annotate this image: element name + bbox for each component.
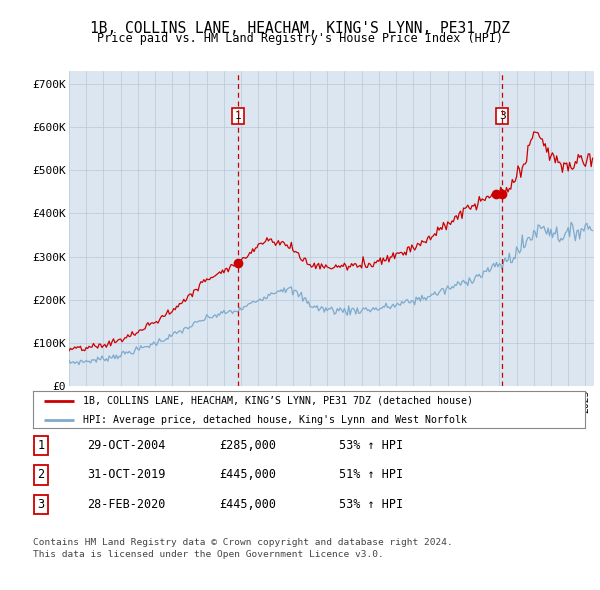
Text: 1B, COLLINS LANE, HEACHAM, KING'S LYNN, PE31 7DZ: 1B, COLLINS LANE, HEACHAM, KING'S LYNN, … bbox=[90, 21, 510, 35]
Text: Contains HM Land Registry data © Crown copyright and database right 2024.: Contains HM Land Registry data © Crown c… bbox=[33, 538, 453, 547]
Text: HPI: Average price, detached house, King's Lynn and West Norfolk: HPI: Average price, detached house, King… bbox=[83, 415, 467, 425]
Text: £285,000: £285,000 bbox=[219, 439, 276, 452]
Text: 3: 3 bbox=[499, 111, 506, 121]
Text: 3: 3 bbox=[37, 498, 44, 511]
Text: 1: 1 bbox=[235, 111, 242, 121]
Text: This data is licensed under the Open Government Licence v3.0.: This data is licensed under the Open Gov… bbox=[33, 550, 384, 559]
Text: 1: 1 bbox=[37, 439, 44, 452]
Text: 2: 2 bbox=[37, 468, 44, 481]
Text: 29-OCT-2004: 29-OCT-2004 bbox=[87, 439, 166, 452]
Text: 28-FEB-2020: 28-FEB-2020 bbox=[87, 498, 166, 511]
Text: 53% ↑ HPI: 53% ↑ HPI bbox=[339, 439, 403, 452]
Text: 31-OCT-2019: 31-OCT-2019 bbox=[87, 468, 166, 481]
Text: 1B, COLLINS LANE, HEACHAM, KING’S LYNN, PE31 7DZ (detached house): 1B, COLLINS LANE, HEACHAM, KING’S LYNN, … bbox=[83, 396, 473, 406]
Text: 51% ↑ HPI: 51% ↑ HPI bbox=[339, 468, 403, 481]
Text: £445,000: £445,000 bbox=[219, 468, 276, 481]
Text: 53% ↑ HPI: 53% ↑ HPI bbox=[339, 498, 403, 511]
Text: Price paid vs. HM Land Registry's House Price Index (HPI): Price paid vs. HM Land Registry's House … bbox=[97, 32, 503, 45]
Text: £445,000: £445,000 bbox=[219, 498, 276, 511]
